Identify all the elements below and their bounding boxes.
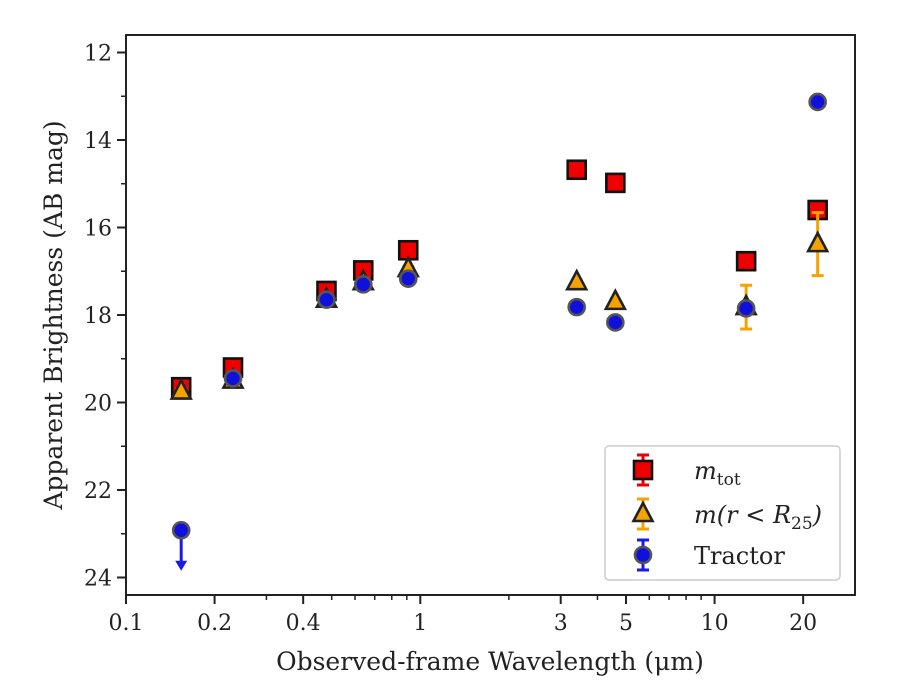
legend-marker-square <box>632 459 654 481</box>
data-point-square <box>566 159 588 181</box>
data-point-circle <box>808 92 827 112</box>
x-axis-label: Observed-frame Wavelength (μm) <box>276 647 704 676</box>
data-point-square <box>605 172 626 194</box>
legend-box <box>604 445 841 581</box>
data-point-circle <box>353 275 373 294</box>
data-point-circle <box>223 369 243 388</box>
y-axis-label: Apparent Brightness (AB mag) <box>39 120 68 510</box>
y-tick-label: 12 <box>84 42 112 67</box>
data-point-circle <box>171 520 191 540</box>
data-point-circle <box>567 297 587 317</box>
x-tick-label: 20 <box>789 611 817 636</box>
y-tick-label: 16 <box>84 217 112 242</box>
x-tick-label: 1 <box>413 611 427 636</box>
series-square <box>170 159 828 398</box>
x-tick-label: 3 <box>554 611 568 636</box>
y-tick-label: 24 <box>84 567 112 592</box>
x-tick-label: 0.4 <box>286 611 321 636</box>
legend-label: Tractor <box>694 542 785 570</box>
x-tick-label: 0.1 <box>109 611 144 636</box>
data-point-triangle <box>565 268 589 291</box>
data-point-circle <box>736 299 756 318</box>
y-tick-label: 14 <box>84 129 112 154</box>
data-point-circle <box>606 313 625 332</box>
legend-marker-triangle <box>631 500 655 523</box>
data-point-square <box>735 250 757 272</box>
data-point-triangle <box>806 230 830 253</box>
y-tick-label: 20 <box>84 392 112 417</box>
legend-label: m(r < R25) <box>694 501 822 534</box>
data-point-triangle <box>603 288 627 311</box>
x-tick-label: 0.2 <box>197 611 232 636</box>
legend: mtot m(r < R25) Tractor <box>604 445 841 581</box>
data-point-circle <box>317 290 336 309</box>
y-tick-label: 18 <box>84 304 112 329</box>
plot-layer <box>169 92 830 571</box>
x-tick-label: 10 <box>701 611 729 636</box>
series-circle <box>171 92 827 571</box>
x-tick-label: 5 <box>619 611 633 636</box>
arrow-head <box>175 560 188 571</box>
legend-label: mtot <box>694 457 741 490</box>
series-triangle <box>169 211 830 400</box>
data-point-circle <box>398 269 418 288</box>
axes-layer: 0.1 0.2 0.4 1 3 5 10 20 12 14 16 18 20 22 24 <box>84 42 817 637</box>
legend-marker-circle <box>633 545 653 565</box>
data-point-triangle <box>169 377 193 400</box>
y-tick-label: 22 <box>84 479 112 504</box>
